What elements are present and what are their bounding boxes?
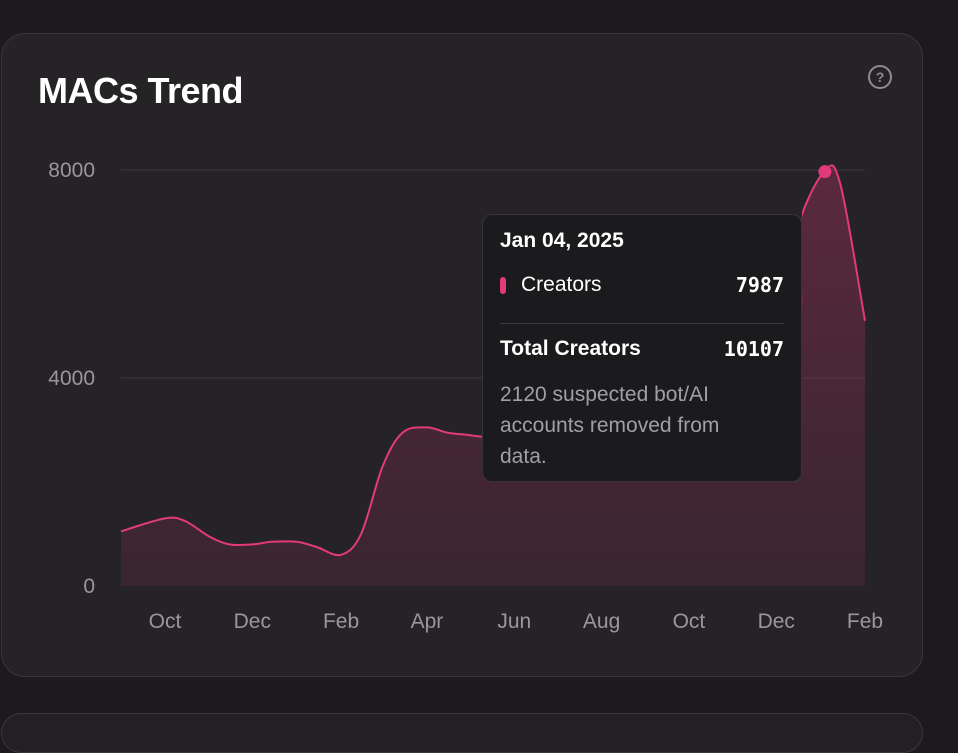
tooltip-series-row: Creators 7987: [500, 273, 784, 297]
tooltip-total-value: 10107: [723, 337, 784, 361]
y-tick-label: 4000: [48, 367, 95, 390]
x-tick-label: Feb: [847, 610, 883, 633]
x-tick-label: Apr: [411, 610, 444, 633]
tooltip-total-row: Total Creators 10107: [500, 337, 784, 361]
x-tick-label: Aug: [583, 610, 620, 633]
question-circle-icon[interactable]: ?: [868, 65, 892, 89]
y-tick-label: 8000: [48, 159, 95, 182]
svg-text:?: ?: [876, 69, 885, 85]
x-tick-label: Oct: [149, 610, 182, 633]
highlight-point[interactable]: [818, 165, 832, 179]
tooltip-series-value: 7987: [735, 273, 784, 297]
tooltip-total-label: Total Creators: [500, 337, 641, 360]
series-color-swatch: [500, 276, 506, 294]
chart-tooltip: Jan 04, 2025 Creators 7987 Total Creator…: [482, 214, 802, 482]
x-tick-label: Dec: [234, 610, 271, 633]
x-tick-label: Feb: [323, 610, 359, 633]
series-line: [120, 426, 482, 557]
tooltip-date: Jan 04, 2025: [500, 229, 624, 252]
y-tick-label: 0: [83, 575, 95, 598]
tooltip-note: 2120 suspected bot/AI accounts removed f…: [500, 383, 720, 468]
x-tick-label: Dec: [758, 610, 795, 633]
card-title: MACs Trend: [38, 70, 244, 111]
x-tick-label: Jun: [497, 610, 531, 633]
trend-chart: 0 4000 8000 Oct Dec Feb Apr Jun Aug Oct Dec Feb: [48, 159, 883, 633]
x-tick-label: Oct: [673, 610, 706, 633]
tooltip-series-label: Creators: [521, 273, 602, 296]
tooltip-divider: [500, 323, 784, 324]
